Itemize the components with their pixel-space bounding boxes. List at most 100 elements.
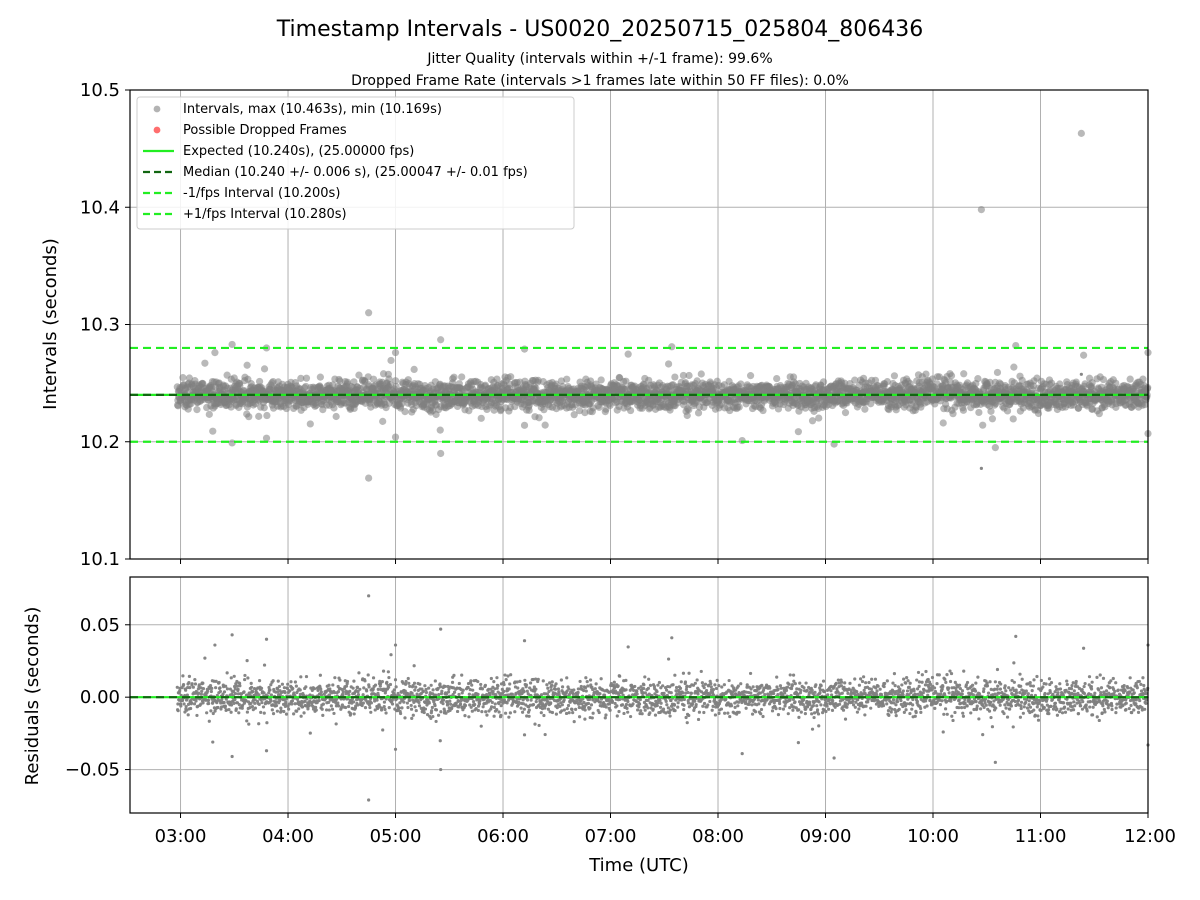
residual-point: [410, 691, 414, 695]
residual-point: [576, 690, 580, 695]
residual-point: [397, 706, 401, 710]
residual-point: [624, 678, 628, 682]
top-ytick-label: 10.4: [80, 197, 120, 218]
residual-point: [327, 683, 331, 687]
interval-point: [410, 365, 418, 373]
residual-point: [298, 688, 302, 692]
residual-point: [386, 670, 390, 674]
residual-point: [344, 705, 348, 710]
residual-point: [382, 700, 387, 704]
residual-point: [227, 707, 231, 712]
residual-point: [424, 690, 428, 695]
residual-point: [624, 702, 629, 707]
interval-point: [540, 406, 548, 414]
chart-subtitle-dropped: Dropped Frame Rate (intervals >1 frames …: [351, 73, 849, 89]
residual-point: [442, 698, 446, 702]
residual-point: [316, 688, 320, 692]
residual-point: [214, 686, 218, 690]
residual-point: [480, 710, 484, 714]
interval-point: [664, 360, 673, 368]
residual-point: [249, 681, 253, 685]
residual-point: [516, 686, 520, 690]
residual-point: [262, 663, 267, 667]
residual-point: [655, 703, 659, 708]
interval-point: [861, 405, 869, 413]
residual-point: [381, 728, 385, 732]
residual-point: [560, 685, 565, 689]
residual-point: [283, 690, 287, 695]
residual-point: [247, 722, 251, 726]
residual-point: [277, 684, 282, 689]
residual-point: [658, 698, 662, 703]
residual-point: [455, 709, 460, 714]
residual-point: [271, 679, 275, 683]
interval-point: [493, 375, 501, 383]
residual-point: [400, 706, 404, 710]
residual-point: [588, 697, 592, 702]
residual-point: [356, 692, 361, 697]
residual-point: [493, 702, 497, 706]
residual-point: [586, 684, 590, 688]
residual-point: [457, 681, 461, 686]
legend-label-median: Median (10.240 +/- 0.006 s), (25.00047 +…: [183, 165, 528, 180]
residual-point: [534, 687, 538, 691]
residual-point: [229, 676, 233, 680]
residual-point: [321, 702, 325, 706]
interval-point: [245, 413, 253, 421]
residual-point: [405, 701, 409, 705]
residual-point: [612, 680, 616, 684]
residual-point: [225, 687, 230, 691]
residual-point: [510, 692, 514, 696]
interval-point: [306, 420, 314, 428]
residual-point: [187, 674, 192, 678]
residual-point: [471, 688, 475, 692]
residual-point: [287, 707, 291, 711]
interval-point: [1010, 363, 1018, 371]
residual-point: [467, 715, 471, 719]
residual-point: [588, 706, 592, 710]
residual-point: [193, 678, 197, 682]
residual-point: [216, 705, 220, 710]
residual-point: [528, 681, 533, 685]
residual-point: [229, 710, 233, 714]
residual-point: [207, 719, 211, 723]
residual-point: [270, 708, 274, 712]
residual-point: [257, 679, 262, 683]
residual-point: [646, 686, 650, 690]
residual-point: [553, 687, 558, 691]
interval-point: [355, 371, 363, 379]
residual-point: [507, 715, 511, 719]
residual-point: [334, 722, 338, 726]
interval-point: [243, 361, 251, 369]
residual-point: [546, 686, 550, 690]
residual-point: [245, 719, 249, 723]
interval-point: [263, 411, 271, 420]
residual-point: [189, 706, 193, 711]
residual-point: [525, 698, 530, 702]
residual-point: [554, 682, 558, 686]
interval-point: [401, 408, 409, 416]
bottom-panel-points: [175, 372, 1150, 802]
interval-point: [890, 372, 899, 380]
interval-point: [974, 375, 982, 383]
top-ytick-label: 10.3: [80, 315, 120, 336]
residual-point: [249, 685, 254, 689]
interval-point: [570, 411, 578, 419]
interval-point: [391, 349, 400, 357]
residual-point: [463, 703, 468, 708]
residual-point: [429, 683, 433, 687]
interval-point: [211, 349, 219, 357]
residual-point: [361, 693, 365, 697]
interval-point: [737, 380, 745, 388]
residual-point: [658, 705, 663, 709]
residual-point: [430, 709, 434, 713]
residual-point: [190, 682, 194, 686]
residual-point: [257, 693, 261, 697]
residual-point: [615, 704, 619, 708]
residual-point: [646, 706, 650, 710]
residual-point: [599, 677, 603, 681]
interval-point: [746, 372, 755, 380]
legend-marker-dropped: [153, 126, 161, 134]
residual-point: [336, 701, 340, 705]
top-ytick-label: 10.5: [80, 80, 120, 101]
